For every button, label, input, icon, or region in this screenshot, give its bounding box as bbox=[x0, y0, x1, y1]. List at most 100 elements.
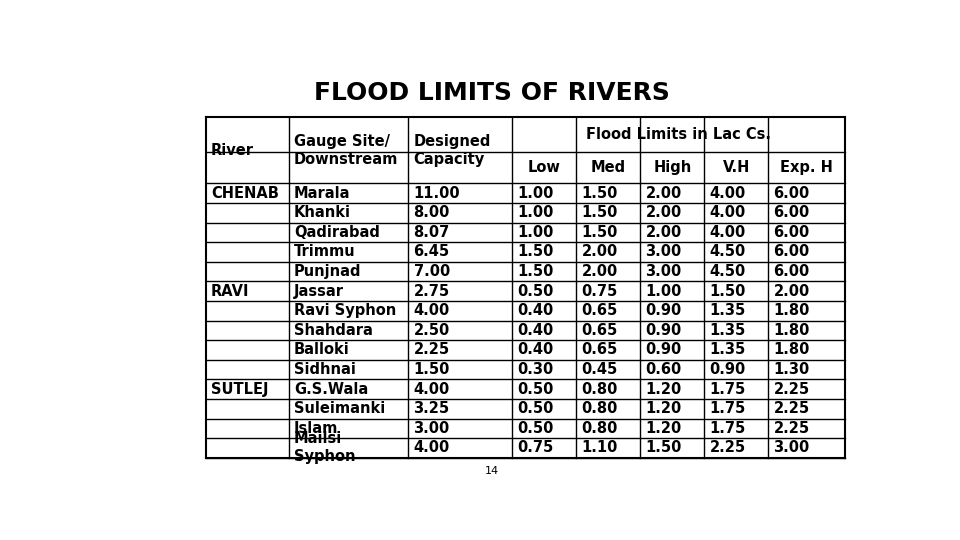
Text: 4.00: 4.00 bbox=[709, 205, 746, 220]
Text: 2.00: 2.00 bbox=[645, 186, 682, 200]
Text: 1.35: 1.35 bbox=[709, 342, 746, 357]
Text: CHENAB: CHENAB bbox=[211, 186, 278, 200]
Text: 1.00: 1.00 bbox=[645, 284, 682, 299]
Text: Gauge Site/
Downstream: Gauge Site/ Downstream bbox=[294, 133, 398, 166]
Text: 6.00: 6.00 bbox=[774, 264, 810, 279]
Text: 0.80: 0.80 bbox=[582, 382, 618, 396]
Text: Jassar: Jassar bbox=[294, 284, 344, 299]
Text: 1.20: 1.20 bbox=[645, 382, 682, 396]
Text: 4.00: 4.00 bbox=[414, 382, 450, 396]
Text: 0.50: 0.50 bbox=[517, 284, 554, 299]
Text: 1.80: 1.80 bbox=[774, 323, 810, 338]
Text: Med: Med bbox=[590, 160, 626, 175]
Text: 8.07: 8.07 bbox=[414, 225, 450, 240]
Text: 2.00: 2.00 bbox=[582, 245, 618, 259]
Text: 0.90: 0.90 bbox=[645, 303, 682, 318]
Text: 0.90: 0.90 bbox=[709, 362, 746, 377]
Text: Islam: Islam bbox=[294, 421, 338, 436]
Text: 14: 14 bbox=[485, 467, 499, 476]
Text: 6.00: 6.00 bbox=[774, 225, 810, 240]
Text: 0.65: 0.65 bbox=[582, 303, 618, 318]
Text: 2.25: 2.25 bbox=[774, 421, 809, 436]
Text: 0.75: 0.75 bbox=[582, 284, 618, 299]
Text: 0.65: 0.65 bbox=[582, 342, 618, 357]
Text: 1.50: 1.50 bbox=[414, 362, 450, 377]
Text: 0.80: 0.80 bbox=[582, 401, 618, 416]
Text: Punjnad: Punjnad bbox=[294, 264, 362, 279]
Text: 3.00: 3.00 bbox=[414, 421, 450, 436]
Text: 1.50: 1.50 bbox=[582, 205, 618, 220]
Text: 2.25: 2.25 bbox=[774, 382, 809, 396]
Text: 0.40: 0.40 bbox=[517, 303, 554, 318]
Text: Sidhnai: Sidhnai bbox=[294, 362, 356, 377]
Text: 1.80: 1.80 bbox=[774, 342, 810, 357]
Text: 3.00: 3.00 bbox=[774, 441, 810, 455]
Text: 0.40: 0.40 bbox=[517, 323, 554, 338]
Text: Ravi Syphon: Ravi Syphon bbox=[294, 303, 396, 318]
Text: RAVI: RAVI bbox=[211, 284, 250, 299]
Text: 2.00: 2.00 bbox=[582, 264, 618, 279]
Text: 0.90: 0.90 bbox=[645, 342, 682, 357]
Text: 1.50: 1.50 bbox=[517, 264, 554, 279]
Text: Exp. H: Exp. H bbox=[780, 160, 833, 175]
Text: 1.50: 1.50 bbox=[582, 225, 618, 240]
Text: FLOOD LIMITS OF RIVERS: FLOOD LIMITS OF RIVERS bbox=[314, 82, 670, 105]
Text: 1.00: 1.00 bbox=[517, 225, 554, 240]
Text: Qadirabad: Qadirabad bbox=[294, 225, 380, 240]
Text: 1.10: 1.10 bbox=[582, 441, 618, 455]
Text: Low: Low bbox=[528, 160, 561, 175]
Text: 3.00: 3.00 bbox=[645, 264, 682, 279]
Text: 6.45: 6.45 bbox=[414, 245, 449, 259]
Text: 1.50: 1.50 bbox=[517, 245, 554, 259]
Text: 1.35: 1.35 bbox=[709, 323, 746, 338]
Text: 0.90: 0.90 bbox=[645, 323, 682, 338]
Text: 1.35: 1.35 bbox=[709, 303, 746, 318]
Text: 1.50: 1.50 bbox=[582, 186, 618, 200]
Text: 0.45: 0.45 bbox=[582, 362, 618, 377]
Text: 2.50: 2.50 bbox=[414, 323, 450, 338]
Text: Mailsi
Syphon: Mailsi Syphon bbox=[294, 431, 355, 464]
Text: 0.50: 0.50 bbox=[517, 382, 554, 396]
Text: 2.25: 2.25 bbox=[414, 342, 449, 357]
Text: Balloki: Balloki bbox=[294, 342, 349, 357]
Text: 0.50: 0.50 bbox=[517, 401, 554, 416]
Text: Shahdara: Shahdara bbox=[294, 323, 372, 338]
Text: 2.25: 2.25 bbox=[774, 401, 809, 416]
Text: G.S.Wala: G.S.Wala bbox=[294, 382, 369, 396]
Text: 0.50: 0.50 bbox=[517, 421, 554, 436]
Text: Designed
Capacity: Designed Capacity bbox=[414, 133, 491, 166]
Text: 8.00: 8.00 bbox=[414, 205, 450, 220]
Text: 2.00: 2.00 bbox=[645, 225, 682, 240]
Text: 1.80: 1.80 bbox=[774, 303, 810, 318]
Text: 11.00: 11.00 bbox=[414, 186, 460, 200]
Text: Flood Limits in Lac Cs.: Flood Limits in Lac Cs. bbox=[587, 127, 772, 142]
Text: 1.50: 1.50 bbox=[645, 441, 682, 455]
Text: Suleimanki: Suleimanki bbox=[294, 401, 385, 416]
Text: 2.75: 2.75 bbox=[414, 284, 449, 299]
Text: 0.30: 0.30 bbox=[517, 362, 554, 377]
Text: 1.30: 1.30 bbox=[774, 362, 810, 377]
Text: 4.50: 4.50 bbox=[709, 245, 746, 259]
Text: 1.75: 1.75 bbox=[709, 382, 746, 396]
Text: 4.00: 4.00 bbox=[414, 441, 450, 455]
Text: 4.00: 4.00 bbox=[414, 303, 450, 318]
Text: 0.40: 0.40 bbox=[517, 342, 554, 357]
Text: 0.75: 0.75 bbox=[517, 441, 554, 455]
Text: 2.00: 2.00 bbox=[774, 284, 810, 299]
Text: 2.25: 2.25 bbox=[709, 441, 746, 455]
Text: Khanki: Khanki bbox=[294, 205, 351, 220]
Text: 0.80: 0.80 bbox=[582, 421, 618, 436]
Text: 3.25: 3.25 bbox=[414, 401, 449, 416]
Text: 1.75: 1.75 bbox=[709, 421, 746, 436]
Text: High: High bbox=[653, 160, 691, 175]
Text: Marala: Marala bbox=[294, 186, 350, 200]
Text: 1.20: 1.20 bbox=[645, 421, 682, 436]
Text: V.H: V.H bbox=[723, 160, 750, 175]
Text: 4.00: 4.00 bbox=[709, 225, 746, 240]
Text: 3.00: 3.00 bbox=[645, 245, 682, 259]
Text: 4.00: 4.00 bbox=[709, 186, 746, 200]
Text: 1.00: 1.00 bbox=[517, 205, 554, 220]
Text: 6.00: 6.00 bbox=[774, 205, 810, 220]
Text: River: River bbox=[211, 143, 253, 158]
Text: SUTLEJ: SUTLEJ bbox=[211, 382, 268, 396]
